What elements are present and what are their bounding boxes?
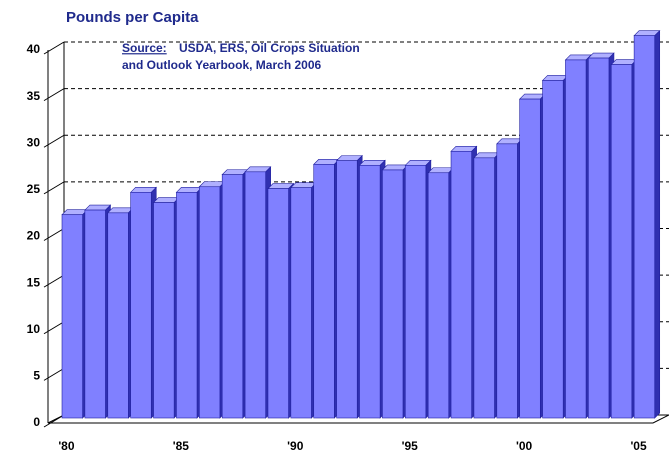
- bar: [610, 64, 633, 419]
- y-tick-label: 40: [27, 42, 41, 56]
- bar: [221, 174, 244, 419]
- bar: [450, 151, 472, 419]
- y-tick-label: 5: [33, 369, 40, 383]
- tick-mark: [43, 134, 65, 148]
- bar: [199, 186, 221, 419]
- x-tick-label: '85: [173, 439, 190, 453]
- y-tick-label: 20: [27, 229, 41, 243]
- tick-mark: [43, 88, 65, 102]
- tick-mark: [43, 228, 65, 241]
- bar: [473, 157, 495, 419]
- x-tick-label: '90: [287, 439, 304, 453]
- tick-mark: [43, 367, 65, 381]
- bar: [336, 160, 358, 419]
- bar: [633, 35, 656, 419]
- bar: [267, 188, 289, 419]
- bar: [427, 172, 450, 419]
- x-tick-label: '00: [516, 439, 533, 453]
- bar: [404, 164, 427, 419]
- bar: [359, 164, 381, 419]
- bar: [107, 212, 129, 419]
- y-tick-label: 0: [33, 415, 40, 429]
- x-tick-label: '80: [58, 439, 75, 453]
- annotation-line: and Outlook Yearbook, March 2006: [122, 58, 322, 72]
- bar: [61, 214, 83, 419]
- annotation-label: Source:: [122, 41, 167, 55]
- tick-mark: [43, 321, 65, 335]
- bar: [244, 171, 266, 419]
- y-tick-label: 25: [27, 182, 41, 196]
- y-tick-label: 30: [27, 135, 41, 149]
- y-tick-label: 10: [27, 322, 41, 336]
- annotation-line: USDA, ERS, Oil Crops Situation: [179, 41, 360, 55]
- bar: [542, 80, 564, 419]
- chart-title: Pounds per Capita: [66, 9, 199, 26]
- bar: [588, 57, 610, 419]
- bar: [176, 192, 198, 419]
- y-tick-label: 35: [27, 89, 41, 103]
- bar: [496, 143, 518, 419]
- tick-mark: [43, 274, 65, 288]
- y-tick-label: 15: [27, 275, 41, 289]
- tick-mark: [43, 181, 65, 195]
- x-tick-label: '95: [402, 439, 419, 453]
- bar: [382, 169, 404, 419]
- tick-mark: [43, 414, 65, 428]
- bar: [565, 59, 587, 419]
- bar: [130, 192, 152, 419]
- bar: [84, 209, 106, 419]
- bar-side: [654, 29, 661, 419]
- bar: [290, 187, 312, 419]
- bar: [153, 202, 175, 419]
- x-tick-label: '05: [630, 439, 647, 453]
- bar: [519, 98, 541, 419]
- tick-mark: [43, 41, 65, 55]
- bar: [313, 164, 335, 419]
